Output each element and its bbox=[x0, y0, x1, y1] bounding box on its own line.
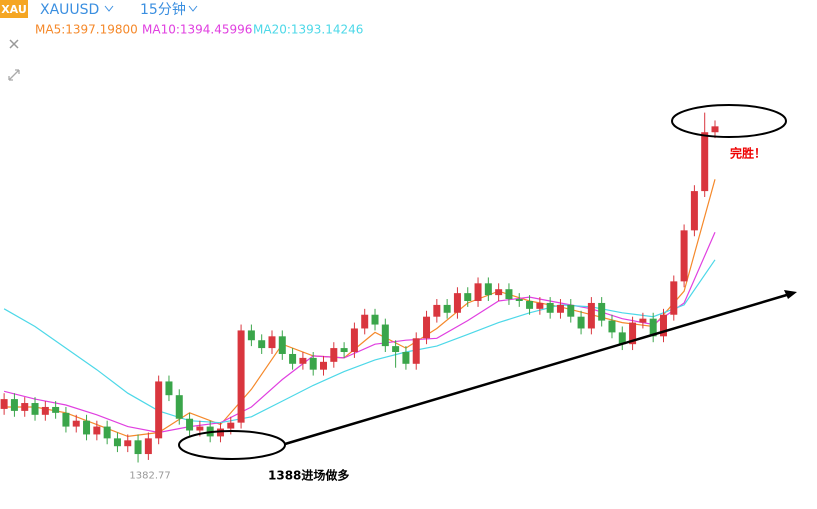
candle-body bbox=[144, 438, 152, 455]
candle-body bbox=[484, 283, 492, 296]
candle-body bbox=[495, 289, 503, 296]
candle-body bbox=[546, 302, 554, 313]
candle-body bbox=[701, 132, 709, 192]
candle-body bbox=[196, 426, 204, 431]
candle-body bbox=[175, 395, 183, 419]
candle-body bbox=[289, 353, 297, 364]
candle-body bbox=[567, 304, 575, 317]
candle-body bbox=[309, 357, 317, 370]
candle-body bbox=[10, 399, 18, 411]
candle-body bbox=[52, 406, 60, 413]
ma-line bbox=[3, 232, 716, 434]
candle-body bbox=[361, 314, 369, 329]
expand-icon[interactable] bbox=[8, 69, 20, 81]
candle-body bbox=[21, 403, 29, 411]
arrow-head bbox=[784, 290, 797, 299]
candle-body bbox=[464, 293, 472, 301]
annotation: 1388进场做多 bbox=[268, 468, 349, 483]
ma-line bbox=[4, 179, 716, 438]
trend-arrow bbox=[284, 292, 791, 446]
candle-body bbox=[536, 302, 544, 309]
candle-body bbox=[649, 318, 657, 337]
candle-body bbox=[453, 293, 461, 313]
candle-body bbox=[350, 328, 358, 353]
candle-body bbox=[711, 126, 719, 133]
candle-body bbox=[216, 428, 224, 437]
close-icon[interactable] bbox=[9, 39, 19, 49]
dropdown-icon[interactable] bbox=[188, 5, 198, 12]
candle-body bbox=[433, 304, 441, 317]
candle-body bbox=[227, 422, 235, 429]
ma-line bbox=[3, 259, 716, 424]
candle-body bbox=[278, 336, 286, 354]
legend-entry: MA20:1393.14246 bbox=[253, 23, 363, 37]
candle-body bbox=[577, 316, 585, 329]
ellipse-high bbox=[671, 104, 787, 138]
candle-body bbox=[402, 352, 410, 364]
candle-body bbox=[474, 283, 482, 301]
candle-body bbox=[515, 299, 523, 301]
candle-body bbox=[618, 332, 626, 345]
candle-body bbox=[690, 191, 698, 231]
candle-body bbox=[670, 281, 678, 315]
candle-body bbox=[237, 330, 245, 423]
candle-body bbox=[629, 322, 637, 345]
candle-body bbox=[41, 406, 49, 415]
ellipse-entry bbox=[178, 430, 286, 460]
candle-body bbox=[258, 340, 266, 349]
candle-body bbox=[31, 403, 39, 415]
annotation: 完胜！ bbox=[730, 146, 766, 161]
plot bbox=[0, 112, 719, 463]
candle-body bbox=[62, 412, 70, 427]
candle-body bbox=[103, 426, 111, 439]
candle-body bbox=[639, 318, 647, 323]
candle-body bbox=[320, 361, 328, 370]
candle-body bbox=[0, 399, 8, 409]
candle-body bbox=[340, 348, 348, 353]
candle-body bbox=[392, 346, 400, 353]
candle-body bbox=[381, 324, 389, 347]
candle-body bbox=[659, 314, 667, 337]
candle-body bbox=[680, 230, 688, 282]
candle-body bbox=[134, 440, 142, 455]
candle-body bbox=[186, 418, 194, 431]
candle-body bbox=[247, 330, 255, 341]
symbol[interactable]: XAUUSD bbox=[40, 2, 99, 18]
candle-body bbox=[268, 336, 276, 349]
candle-body bbox=[556, 304, 564, 313]
candle-body bbox=[155, 381, 163, 439]
candle-body bbox=[412, 338, 420, 364]
candle-body bbox=[587, 302, 595, 329]
candle-body bbox=[165, 381, 173, 396]
badge-bg bbox=[0, 0, 28, 18]
low-label: 1382.77 bbox=[129, 470, 170, 481]
candle-body bbox=[526, 300, 534, 309]
candle-body bbox=[299, 357, 307, 364]
candle-body bbox=[371, 314, 379, 325]
candle-body bbox=[608, 320, 616, 333]
candle-body bbox=[443, 304, 451, 313]
candle-body bbox=[72, 420, 80, 427]
candle-body bbox=[423, 316, 431, 339]
candle-body bbox=[93, 426, 101, 435]
candle-body bbox=[505, 289, 513, 300]
candle-body bbox=[113, 438, 121, 447]
candle-body bbox=[598, 302, 606, 321]
legend-entry: MA5:1397.19800 bbox=[35, 23, 138, 37]
legend-entry: MA10:1394.45996 bbox=[142, 23, 252, 37]
candle-body bbox=[124, 440, 132, 447]
candle-body bbox=[330, 348, 338, 362]
period[interactable]: 15分钟 bbox=[140, 1, 186, 18]
candle-body bbox=[83, 420, 91, 435]
badge: XAU bbox=[1, 3, 27, 16]
dropdown-icon[interactable] bbox=[104, 5, 114, 12]
